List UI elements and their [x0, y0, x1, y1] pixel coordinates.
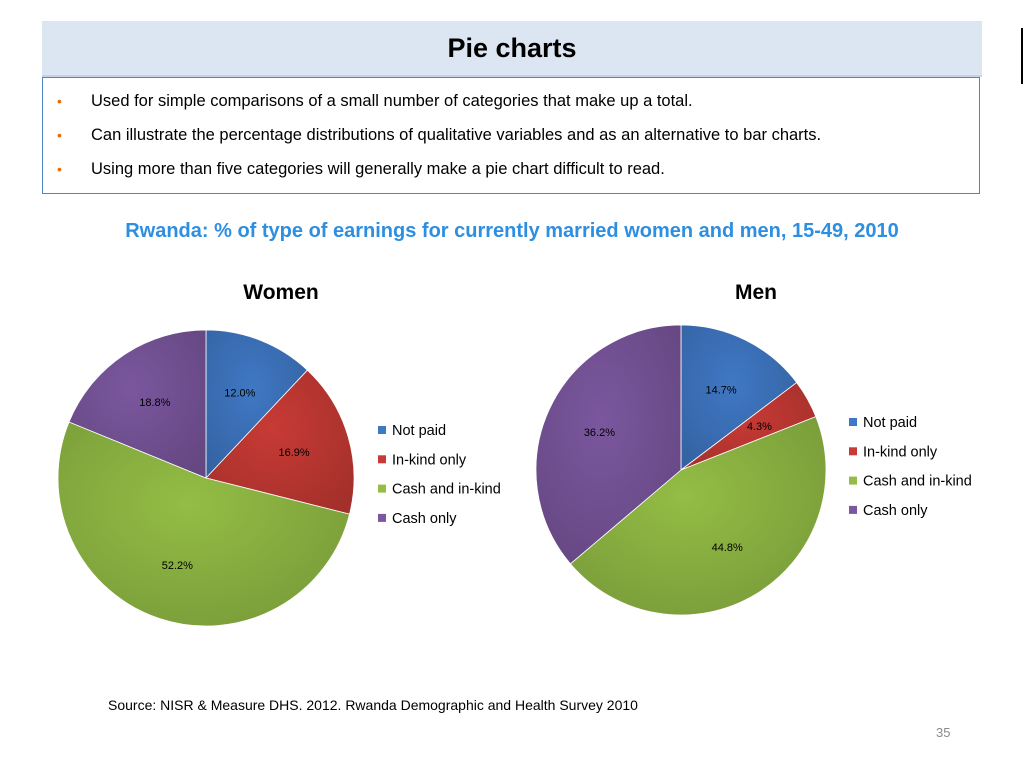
pie-slice-cash-and-in-kind — [569, 416, 827, 616]
chart-subtitle: Rwanda: % of type of earnings for curren… — [125, 220, 899, 242]
page-title: Pie charts — [447, 32, 577, 63]
pie-charts: Women 12.0% 16.9% 52.2% 18.8% Not paid In-kind… — [57, 281, 972, 627]
data-label: 52.2% — [162, 560, 193, 572]
bullet-text: Using more than five categories will gen… — [91, 160, 665, 178]
legend-swatch — [378, 513, 386, 522]
pie-slice-not-paid — [680, 324, 798, 471]
pie-slice-not-paid — [205, 329, 308, 480]
pie-title-men: Men — [735, 281, 777, 304]
legend-swatch — [378, 426, 386, 434]
legend-swatch — [378, 484, 386, 493]
bullet-dot-icon: • — [57, 127, 62, 143]
legend-label: Cash and in-kind — [392, 482, 501, 498]
legend-label: Cash and in-kind — [863, 474, 972, 490]
data-label: 4.3% — [747, 421, 772, 433]
bullet-dot-icon: • — [57, 93, 62, 109]
legend-swatch — [378, 455, 386, 464]
data-label: 12.0% — [224, 388, 255, 400]
legend-label: In-kind only — [392, 452, 467, 468]
bullet-text: Can illustrate the percentage distributi… — [91, 126, 822, 144]
pie-slice-cash-only — [535, 324, 682, 565]
bullet-text: Used for simple comparisons of a small n… — [91, 92, 693, 110]
data-label: 44.8% — [712, 542, 743, 554]
page-number: 35 — [936, 725, 951, 740]
legend-label: Cash only — [863, 503, 928, 519]
legend-label: Not paid — [863, 415, 917, 431]
pie-slice-cash-only — [68, 329, 207, 479]
data-label: 16.9% — [278, 447, 309, 459]
legend-label: Not paid — [392, 423, 446, 439]
legend-swatch — [849, 505, 857, 514]
legend-label: Cash only — [392, 511, 457, 527]
data-label: 14.7% — [705, 385, 736, 397]
legend-label: In-kind only — [863, 444, 938, 460]
bullet-item: • Used for simple comparisons of a small … — [43, 84, 979, 118]
bullet-item: • Using more than five categories will ge… — [43, 152, 979, 186]
bullet-list: • Used for simple comparisons of a small … — [43, 84, 979, 186]
edge-mark — [1021, 28, 1023, 84]
data-label: 18.8% — [139, 397, 170, 409]
legend-swatch — [849, 476, 857, 485]
pie-slice-cash-and-in-kind — [57, 421, 350, 627]
legend-swatch — [849, 418, 857, 426]
bullet-item: • Can illustrate the percentage distribut… — [43, 118, 979, 152]
pie-slice-in-kind-only — [205, 369, 355, 515]
source-note: Source: NISR & Measure DHS. 2012. Rwanda… — [108, 697, 638, 713]
pie-title-women: Women — [243, 281, 318, 304]
legend-swatch — [849, 447, 857, 456]
bullet-box: • Used for simple comparisons of a small … — [42, 77, 980, 194]
data-label: 36.2% — [584, 427, 615, 439]
bullet-dot-icon: • — [57, 161, 62, 177]
title-bar: Pie charts — [42, 21, 982, 77]
